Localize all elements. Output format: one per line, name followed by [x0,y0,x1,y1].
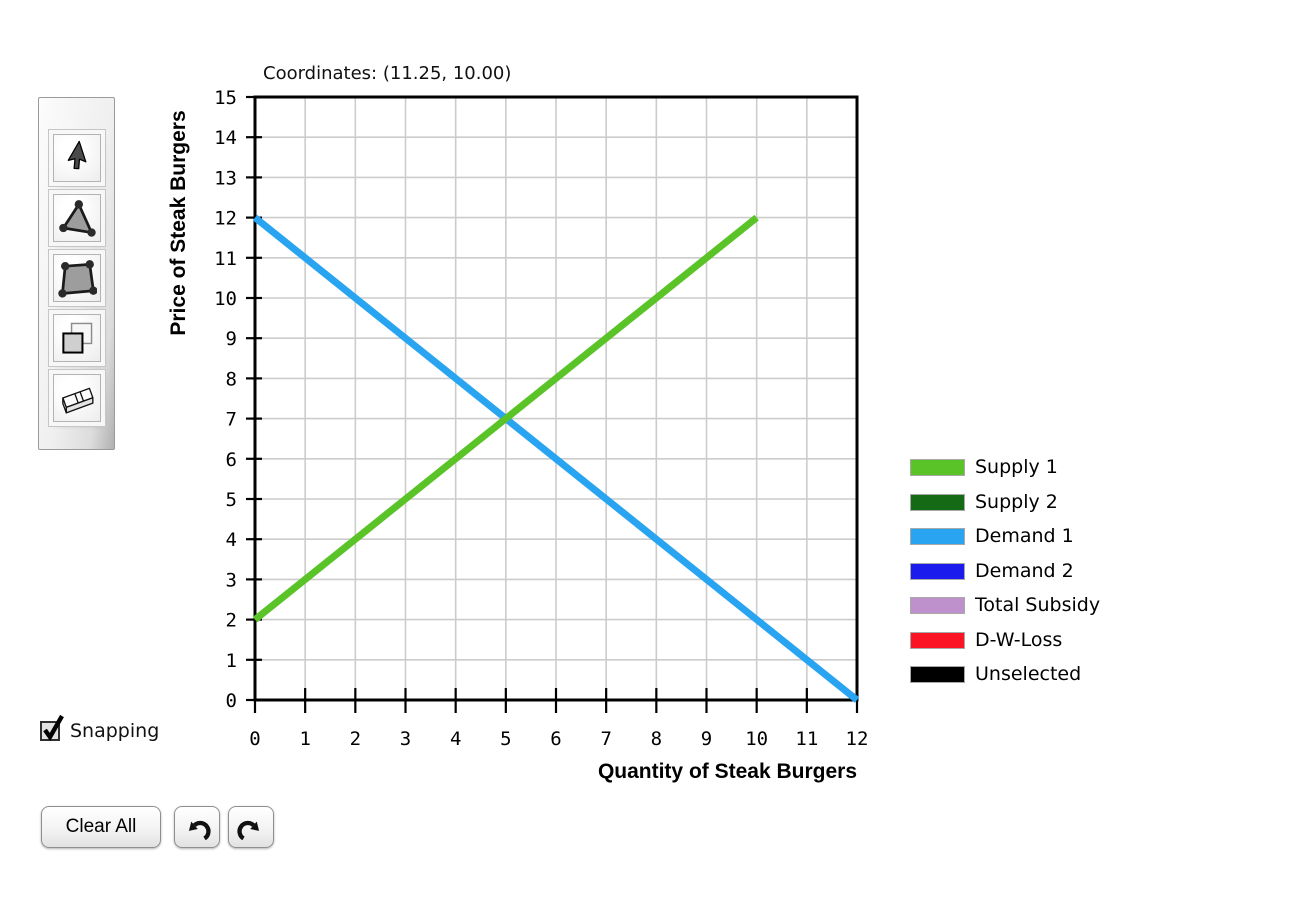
x-tick-label: 9 [701,728,712,750]
checkmark-icon [43,714,64,742]
series-line-demand-1[interactable] [252,214,860,703]
cursor-icon [67,140,86,170]
x-tick-label: 0 [249,728,260,750]
clear-all-button[interactable]: Clear All [41,806,161,848]
x-axis-title: Quantity of Steak Burgers [598,760,857,783]
x-tick-label: 1 [299,728,310,750]
x-tick-label: 4 [450,728,461,750]
y-tick-label: 5 [226,489,237,511]
polygon-icon [57,260,97,298]
legend-swatch [910,493,965,511]
drawing-toolbar [38,97,115,450]
select-tool-button[interactable] [52,134,101,182]
chart-legend: Supply 1 Supply 2 Demand 1 Demand 2 Total Su… [910,456,1101,685]
legend-swatch [910,528,965,545]
legend-item-d-w-loss[interactable]: D-W-Loss [910,628,1100,651]
polygon-tool-button[interactable] [52,254,101,302]
x-tick-label: 11 [795,728,818,750]
eraser-tool-button[interactable] [52,374,101,422]
x-tick-label: 6 [550,728,561,750]
x-tick-label: 8 [651,728,662,750]
y-tick-label: 12 [214,208,237,230]
x-tick-label: 10 [745,728,768,750]
y-tick-label: 6 [226,449,237,471]
legend-item-demand-2[interactable]: Demand 2 [910,559,1100,582]
legend-item-unselected[interactable]: Unselected [910,663,1100,685]
x-tick-label: 3 [400,728,411,750]
legend-label: Unselected [975,663,1082,685]
duplicate-tool-button[interactable] [52,314,101,362]
legend-swatch [910,562,965,580]
legend-label: Demand 1 [975,525,1074,547]
y-tick-label: 7 [226,409,237,431]
redo-button[interactable] [228,806,274,848]
legend-label: Supply 1 [975,456,1058,478]
x-tick-label: 5 [500,728,511,750]
y-tick-label: 11 [214,248,237,270]
y-tick-label: 8 [226,368,237,390]
legend-swatch [910,631,965,649]
legend-item-supply-2[interactable]: Supply 2 [910,490,1100,513]
legend-swatch [910,597,965,614]
legend-label: D-W-Loss [975,628,1063,651]
legend-label: Supply 2 [975,490,1058,513]
gridlines [255,97,857,700]
undo-icon [188,820,211,841]
snapping-control: Snapping [40,714,160,742]
snapping-checkbox[interactable] [40,714,64,742]
triangle-tool-button[interactable] [52,194,101,242]
graph-canvas[interactable]: 0 1 2 3 4 5 6 7 8 9 10 11 120123456789101112131415Qu… [165,85,885,800]
y-tick-label: 3 [226,569,237,591]
duplicate-icon [61,322,92,354]
legend-swatch [910,666,965,683]
y-tick-label: 4 [226,529,237,551]
x-axis-ticks: 0 1 2 3 4 5 6 7 8 9 10 11 12 [249,688,868,750]
y-tick-label: 1 [226,650,237,672]
y-tick-label: 10 [214,288,237,310]
y-tick-label: 14 [214,127,237,149]
legend-item-supply-1[interactable]: Supply 1 [910,456,1100,478]
y-tick-label: 0 [226,690,237,712]
legend-swatch [910,459,965,476]
x-tick-label: 2 [350,728,361,750]
legend-label: Total Subsidy [975,594,1101,616]
legend-item-demand-1[interactable]: Demand 1 [910,525,1100,547]
y-tick-label: 9 [226,328,237,350]
series-line-supply-1[interactable] [252,214,759,623]
legend-item-total-subsidy[interactable]: Total Subsidy [910,594,1101,616]
legend-label: Demand 2 [975,559,1074,582]
eraser-icon [61,387,94,414]
x-tick-label: 7 [600,728,611,750]
x-tick-label: 12 [846,728,869,750]
triangle-icon [58,200,96,237]
y-tick-label: 2 [226,610,237,632]
redo-icon [237,820,260,841]
y-axis-title: Price of Steak Burgers [167,110,190,335]
y-tick-label: 13 [214,167,237,189]
snapping-label: Snapping [70,720,160,742]
undo-button[interactable] [174,806,220,848]
coordinates-readout: Coordinates: (11.25, 10.00) [263,63,512,84]
y-tick-label: 15 [214,87,237,109]
